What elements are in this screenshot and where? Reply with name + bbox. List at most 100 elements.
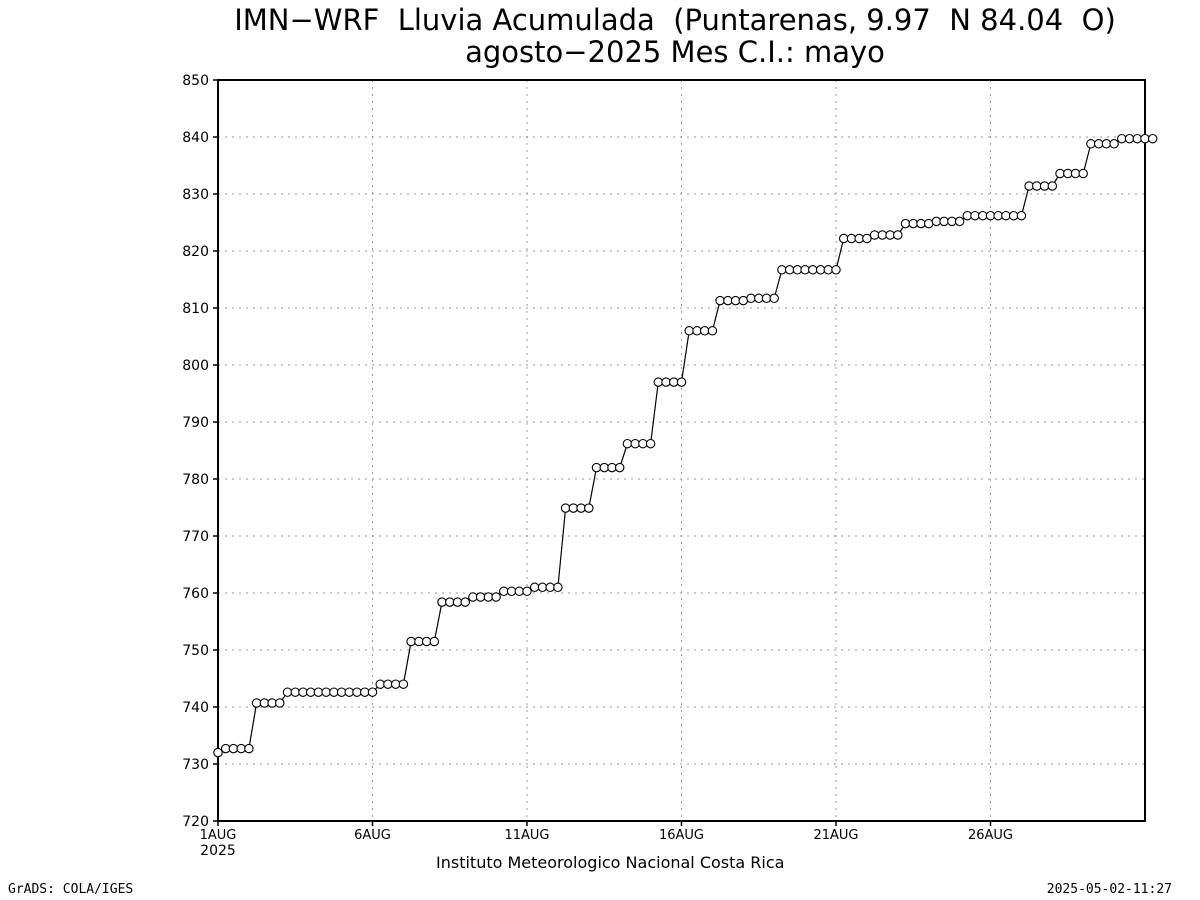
institution-label: Instituto Meteorologico Nacional Costa R… — [436, 853, 785, 872]
data-point — [259, 698, 270, 708]
data-point — [823, 265, 834, 275]
data-point — [970, 210, 980, 221]
data-point — [684, 326, 694, 336]
data-point — [885, 230, 895, 240]
data-point — [754, 293, 764, 304]
data-point — [653, 377, 664, 387]
data-point — [769, 293, 779, 304]
data-point — [893, 230, 903, 240]
data-point — [1070, 168, 1081, 179]
data-point — [251, 698, 262, 708]
data-point — [236, 743, 246, 754]
y-tick-label: 760 — [182, 586, 209, 602]
data-point — [483, 592, 494, 602]
grads-credit: GrADS: COLA/IGES — [8, 882, 134, 897]
data-point — [591, 462, 602, 473]
x-tick-label: 6AUG — [354, 828, 391, 843]
axes — [213, 79, 1146, 826]
data-point — [375, 679, 385, 689]
data-point — [352, 687, 362, 697]
data-point — [676, 377, 687, 387]
data-point — [1117, 133, 1127, 144]
data-point — [645, 438, 656, 449]
data-point — [978, 210, 988, 221]
data-point — [908, 218, 919, 229]
data-point — [275, 698, 285, 708]
x-tick-label: 11AUG — [504, 828, 549, 843]
data-point — [305, 687, 316, 697]
data-point — [1086, 139, 1096, 149]
data-point — [784, 265, 795, 275]
data-point — [669, 377, 679, 387]
data-point — [931, 216, 942, 227]
data-point — [321, 687, 331, 697]
x-tick-sublabel: 2025 — [200, 843, 236, 859]
data-point — [1078, 168, 1088, 179]
data-point — [746, 293, 756, 304]
data-point — [862, 233, 872, 244]
y-tick-label: 730 — [182, 757, 209, 773]
data-point — [954, 216, 965, 227]
x-tick-label: 16AUG — [659, 828, 704, 843]
data-point — [1047, 181, 1058, 191]
y-tick-label: 780 — [182, 472, 209, 488]
data-point — [267, 698, 277, 708]
data-point — [1093, 139, 1104, 149]
data-point — [846, 233, 857, 244]
data-point — [838, 233, 849, 244]
y-tick-label: 750 — [182, 643, 209, 659]
data-point — [599, 462, 610, 473]
data-point — [962, 210, 973, 221]
y-tick-label: 740 — [182, 700, 209, 716]
data-point — [553, 582, 563, 593]
data-point — [383, 679, 393, 689]
series-line — [217, 138, 1153, 754]
data-point — [730, 295, 741, 306]
data-point — [452, 597, 463, 607]
data-point — [329, 687, 339, 697]
data-point — [614, 462, 625, 473]
data-point — [390, 679, 401, 689]
data-point — [638, 438, 648, 449]
data-point — [406, 636, 416, 647]
data-point — [522, 586, 532, 597]
x-tick-label: 26AUG — [968, 828, 1013, 843]
data-point — [344, 687, 355, 697]
data-point — [692, 326, 702, 336]
data-point — [1101, 139, 1112, 149]
data-point — [723, 295, 733, 306]
y-tick-label: 810 — [182, 301, 209, 317]
data-point — [815, 265, 826, 275]
series-points — [213, 133, 1158, 758]
data-point — [414, 636, 424, 647]
y-tick-label: 770 — [182, 529, 209, 545]
data-point — [1039, 181, 1050, 191]
grid-lines — [218, 80, 1145, 821]
data-point — [607, 462, 617, 473]
data-point — [475, 592, 486, 602]
data-point — [1147, 133, 1158, 144]
data-point — [1055, 168, 1065, 179]
y-tick-label: 850 — [182, 73, 209, 89]
data-point — [947, 216, 957, 227]
y-tick-label: 790 — [182, 415, 209, 431]
data-point — [460, 597, 470, 607]
data-point — [282, 687, 293, 697]
data-point — [985, 210, 996, 221]
data-point — [514, 586, 525, 597]
data-point — [506, 586, 517, 597]
data-point — [808, 265, 818, 275]
data-point — [568, 503, 579, 513]
data-point — [699, 326, 710, 336]
data-point — [792, 265, 803, 275]
data-point — [1109, 139, 1119, 149]
data-point — [336, 687, 347, 697]
data-point — [707, 326, 718, 336]
data-point — [576, 503, 586, 513]
data-point — [738, 295, 749, 306]
y-tick-label: 720 — [182, 814, 209, 830]
data-point — [421, 636, 432, 647]
data-point — [445, 597, 455, 607]
data-point — [313, 687, 324, 697]
